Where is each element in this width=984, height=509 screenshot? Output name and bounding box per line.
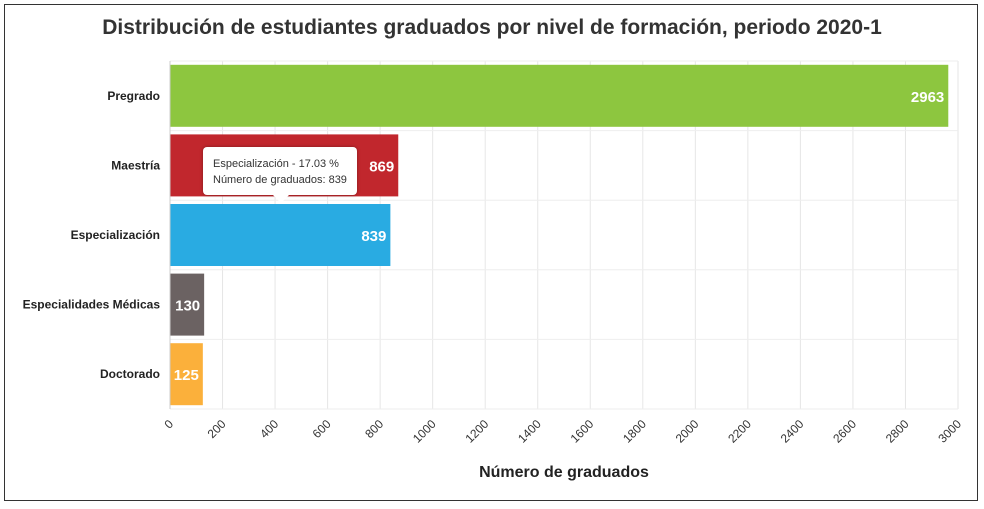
category-label: Especialidades Médicas <box>23 298 161 312</box>
category-label: Doctorado <box>100 367 160 381</box>
tooltip-line-2: Número de graduados: 839 <box>213 174 347 186</box>
data-label: 839 <box>361 228 386 245</box>
x-tick-label: 1800 <box>620 417 649 446</box>
x-tick-label: 600 <box>310 417 334 441</box>
x-tick-label: 0 <box>161 417 176 432</box>
data-label: 130 <box>175 298 200 315</box>
x-tick-label: 2400 <box>778 417 807 446</box>
x-tick-label: 2200 <box>725 417 754 446</box>
x-tick-label: 2000 <box>673 417 702 446</box>
chart-title: Distribución de estudiantes graduados po… <box>102 16 882 39</box>
category-label: Pregrado <box>107 89 160 103</box>
x-axis-label: Número de graduados <box>479 464 649 481</box>
data-label: 2963 <box>911 89 944 106</box>
x-tick-label: 400 <box>257 417 281 441</box>
bar <box>170 273 205 336</box>
data-label: 125 <box>174 367 199 384</box>
data-label: 869 <box>369 158 394 175</box>
bar <box>170 343 203 406</box>
x-tick-label: 3000 <box>935 417 964 446</box>
x-tick-label: 2800 <box>883 417 912 446</box>
tooltip: Especialización - 17.03 % Número de grad… <box>203 147 357 203</box>
tooltip-line-1: Especialización - 17.03 % <box>213 158 339 170</box>
x-tick-label: 200 <box>205 417 229 441</box>
x-tick-label: 1000 <box>410 417 439 446</box>
bar <box>170 64 949 127</box>
bar <box>170 204 391 266</box>
x-tick-label: 1200 <box>463 417 492 446</box>
x-tick-label: 1600 <box>568 417 597 446</box>
category-label: Maestría <box>111 158 160 172</box>
x-tick-label: 800 <box>362 417 386 441</box>
x-tick-label: 2600 <box>830 417 859 446</box>
category-label: Especialización <box>71 228 160 242</box>
x-tick-label: 1400 <box>515 417 544 446</box>
